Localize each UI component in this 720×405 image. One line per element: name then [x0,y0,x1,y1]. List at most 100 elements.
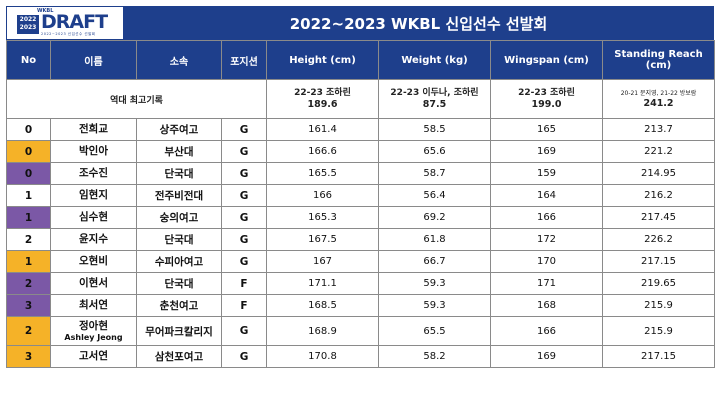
player-height-cell: 171.1 [266,272,379,295]
player-height-cell: 168.5 [266,294,379,317]
player-height-cell: 170.8 [266,345,379,368]
player-name-cell: 조수진 [50,162,137,185]
player-team-cell: 단국대 [136,228,222,251]
player-height-cell: 165.3 [266,206,379,229]
record-height: 22-23 조하린 189.6 [266,79,379,119]
player-team-cell: 삼천포여고 [136,345,222,368]
title-bar: WKBL 2022 2023 DRAFT 2022~2023 신입선수 선발회 … [6,6,714,40]
player-position-cell: G [221,228,267,251]
draft-order-cell: 0 [6,118,51,141]
player-name-cell: 윤지수 [50,228,137,251]
player-team-cell: 무어파크칼리지 [136,316,222,346]
player-position-cell: G [221,206,267,229]
draft-order-cell: 0 [6,162,51,185]
draft-order-cell: 3 [6,345,51,368]
player-height-cell: 167.5 [266,228,379,251]
draft-order-cell: 2 [6,272,51,295]
logo-years: 2022 2023 [17,15,39,34]
player-name-cell: 오현비 [50,250,137,273]
player-reach-cell: 221.2 [602,140,715,163]
player-reach-cell: 219.65 [602,272,715,295]
record-wingspan-holder: 22-23 조하린 [518,88,575,98]
player-name-cell: 박인아 [50,140,137,163]
draft-logo: WKBL 2022 2023 DRAFT 2022~2023 신입선수 선발회 [7,7,124,39]
header-weight: Weight (kg) [378,40,491,80]
record-weight-value: 87.5 [422,99,447,110]
player-wingspan-cell: 169 [490,140,603,163]
player-position-cell: G [221,162,267,185]
player-position-cell: F [221,294,267,317]
player-wingspan-cell: 166 [490,206,603,229]
table-row: 2 정아현 Ashley Jeong 무어파크칼리지 G 168.9 65.5 166 215.… [6,316,715,346]
table-row: 1 오현비 수피아여고 G 167 66.7 170 217.15 [6,250,715,273]
player-position-cell: F [221,272,267,295]
player-name-cell: 임현지 [50,184,137,207]
player-wingspan-cell: 171 [490,272,603,295]
player-team-cell: 부산대 [136,140,222,163]
record-height-holder: 22-23 조하린 [294,88,351,98]
player-weight-cell: 59.3 [378,294,491,317]
player-weight-cell: 65.5 [378,316,491,346]
player-position-cell: G [221,316,267,346]
draft-order-cell: 2 [6,316,51,346]
player-height-cell: 166 [266,184,379,207]
player-reach-cell: 214.95 [602,162,715,185]
page-title: 2022~2023 WKBL 신입선수 선발회 [124,7,713,39]
player-team-cell: 단국대 [136,162,222,185]
header-height: Height (cm) [266,40,379,80]
header-position: 포지션 [221,40,267,80]
player-name-cell: 고서연 [50,345,137,368]
record-reach-value: 241.2 [643,98,674,109]
player-name: 고서연 [79,350,108,362]
draft-order-cell: 2 [6,228,51,251]
draft-order-cell: 1 [6,184,51,207]
player-name-cell: 심수현 [50,206,137,229]
player-weight-cell: 58.5 [378,118,491,141]
player-wingspan-cell: 159 [490,162,603,185]
record-weight: 22-23 이두나, 조하린 87.5 [378,79,491,119]
record-reach-holder: 20-21 문지영, 21-22 방보람 [620,90,697,97]
header-no: No [6,40,51,80]
player-name: 심수현 [79,211,108,223]
table-row: 2 이현서 단국대 F 171.1 59.3 171 219.65 [6,272,715,295]
player-name: 이현서 [79,277,108,289]
player-team-cell: 단국대 [136,272,222,295]
player-position-cell: G [221,250,267,273]
table-row: 0 전희교 상주여고 G 161.4 58.5 165 213.7 [6,118,715,141]
measurement-table: No 이름 소속 포지션 Height (cm) Weight (kg) Win… [6,40,715,368]
player-reach-cell: 217.15 [602,250,715,273]
player-position-cell: G [221,345,267,368]
player-weight-cell: 56.4 [378,184,491,207]
player-name: 윤지수 [79,233,108,245]
player-reach-cell: 215.9 [602,294,715,317]
logo-wkbl: WKBL [37,8,54,14]
table-row: 3 최서연 춘천여고 F 168.5 59.3 168 215.9 [6,294,715,317]
player-name-cell: 최서연 [50,294,137,317]
player-team-cell: 상주여고 [136,118,222,141]
player-position-cell: G [221,140,267,163]
table-row: 1 임현지 전주비전대 G 166 56.4 164 216.2 [6,184,715,207]
player-name: 임현지 [79,189,108,201]
player-name: 전희교 [79,123,108,135]
player-team-cell: 숭의여고 [136,206,222,229]
player-reach-cell: 216.2 [602,184,715,207]
draft-order-cell: 1 [6,250,51,273]
record-label: 역대 최고기록 [6,79,267,119]
player-name: 박인아 [79,145,108,157]
player-weight-cell: 58.7 [378,162,491,185]
table-row: 3 고서연 삼천포여고 G 170.8 58.2 169 217.15 [6,345,715,368]
player-name-cell: 정아현 Ashley Jeong [50,316,137,346]
header-team: 소속 [136,40,222,80]
table-row: 1 심수현 숭의여고 G 165.3 69.2 166 217.45 [6,206,715,229]
table-row: 0 박인아 부산대 G 166.6 65.6 169 221.2 [6,140,715,163]
record-height-value: 189.6 [307,99,338,110]
player-wingspan-cell: 168 [490,294,603,317]
player-reach-cell: 213.7 [602,118,715,141]
record-weight-holder: 22-23 이두나, 조하린 [390,88,479,98]
player-wingspan-cell: 170 [490,250,603,273]
logo-draft: DRAFT [41,11,108,33]
player-name-cell: 이현서 [50,272,137,295]
player-height-cell: 168.9 [266,316,379,346]
player-team-cell: 전주비전대 [136,184,222,207]
player-height-cell: 161.4 [266,118,379,141]
